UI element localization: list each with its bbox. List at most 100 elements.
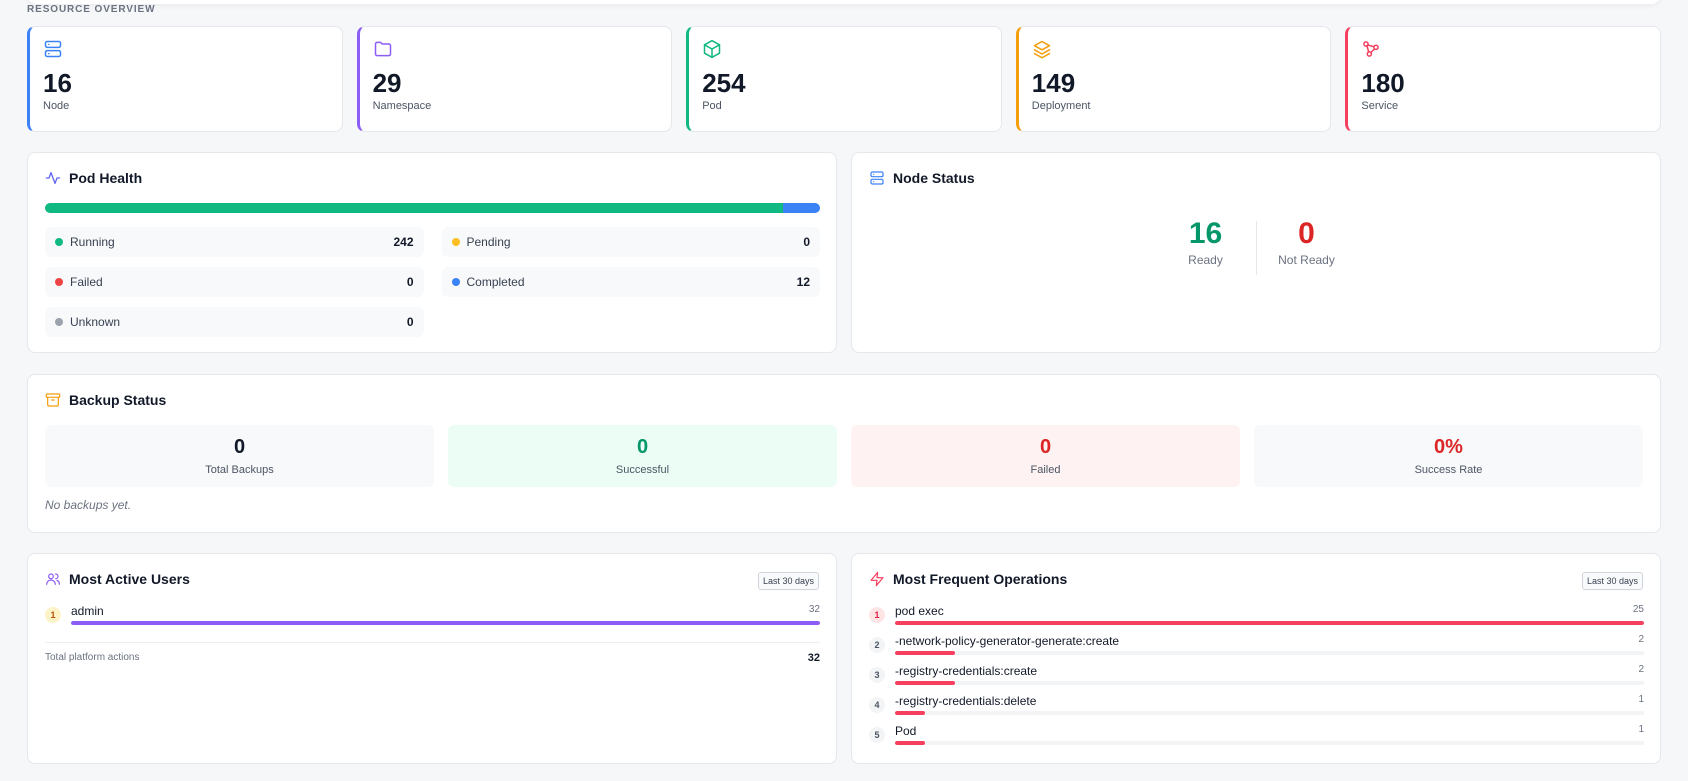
node-not-ready-label: Not Ready <box>1278 253 1335 267</box>
backup-stat-label: Successful <box>615 464 670 476</box>
total-platform-actions: Total platform actions 32 <box>45 652 820 664</box>
status-dot <box>55 278 63 286</box>
backup-stat-label: Failed <box>1030 464 1061 476</box>
status-dot <box>451 278 460 286</box>
status-label: Unknown <box>70 315 121 329</box>
active-users-list: 1 admin 32 <box>45 604 820 634</box>
list-item[interactable]: 5 Pod 1 <box>869 724 1644 754</box>
rank-bar-track <box>895 741 1644 745</box>
backup-status-title: Backup Status <box>45 392 166 408</box>
rank-bar-track <box>895 711 1644 715</box>
resource-card-node[interactable]: 16 Node <box>27 26 343 132</box>
rank-number: 2 <box>869 637 885 653</box>
operation-name: pod exec <box>895 604 944 618</box>
status-label: Completed <box>466 275 525 289</box>
range-badge[interactable]: Last 30 days <box>1581 572 1643 590</box>
section-label: RESOURCE OVERVIEW <box>27 4 156 15</box>
node-not-ready: 0 Not Ready <box>1257 217 1357 275</box>
resource-label: Service <box>1361 100 1399 112</box>
most-active-users-title-text: Most Active Users <box>69 571 190 587</box>
resource-count: 180 <box>1361 68 1405 98</box>
rank-bar-fill <box>71 621 820 625</box>
cube-icon <box>703 39 721 59</box>
backup-status-card: Backup Status 0 Total Backups 0 Successf… <box>27 374 1661 533</box>
rank-bar-fill <box>895 621 1644 625</box>
status-item-running: Running 242 <box>45 227 424 257</box>
most-frequent-operations-title-text: Most Frequent Operations <box>893 571 1068 587</box>
rank-number: 4 <box>869 697 885 713</box>
rank-bar-track <box>895 621 1644 625</box>
resource-label: Pod <box>702 100 722 112</box>
node-divider <box>1255 221 1257 275</box>
pod-health-card: Pod Health Running 242 Pending 0 Failed … <box>27 152 837 353</box>
rank-bar-fill <box>895 681 955 685</box>
pod-health-title-text: Pod Health <box>69 170 143 186</box>
user-name: admin <box>71 604 104 618</box>
status-dot <box>55 238 63 246</box>
server-icon <box>870 171 884 185</box>
status-value: 0 <box>406 315 414 329</box>
backup-stat-label: Total Backups <box>205 464 274 476</box>
status-label: Running <box>70 235 115 249</box>
operation-count: 25 <box>1632 604 1644 615</box>
most-active-users-title: Most Active Users <box>45 571 190 587</box>
resource-count: 29 <box>372 68 402 98</box>
status-item-completed: Completed 12 <box>441 267 820 297</box>
lightning-icon <box>870 571 884 587</box>
resource-card-deployment[interactable]: 149 Deployment <box>1015 26 1332 132</box>
backup-stat-value: 0 <box>233 436 246 458</box>
rank-bar-fill <box>895 651 955 655</box>
rank-number: 1 <box>45 607 61 623</box>
range-badge[interactable]: Last 30 days <box>757 572 819 590</box>
server-icon <box>44 40 62 58</box>
operation-name: -network-policy-generator-generate:creat… <box>895 634 1120 648</box>
list-item[interactable]: 1 pod exec 25 <box>869 604 1644 634</box>
resource-count: 254 <box>702 68 746 98</box>
node-ready: 16 Ready <box>1156 217 1256 275</box>
resource-count: 16 <box>43 68 72 98</box>
status-value: 0 <box>803 235 810 249</box>
operation-count: 1 <box>1638 724 1644 735</box>
status-dot <box>451 238 460 246</box>
resource-label: Namespace <box>372 100 432 112</box>
rank-number: 3 <box>869 667 885 683</box>
backup-stat-value: 0% <box>1434 436 1463 458</box>
rank-number: 1 <box>869 607 885 623</box>
node-not-ready-value: 0 <box>1298 217 1315 250</box>
total-value: 32 <box>807 652 820 664</box>
status-label: Failed <box>70 275 103 289</box>
rank-bar-fill <box>895 741 925 745</box>
resource-label: Node <box>43 100 70 112</box>
resource-card-pod[interactable]: 254 Pod <box>686 26 1002 132</box>
layers-icon <box>1033 40 1051 59</box>
pod-health-bar <box>45 203 820 213</box>
operation-count: 2 <box>1638 664 1644 675</box>
rank-bar-fill <box>895 711 925 715</box>
status-item-failed: Failed 0 <box>45 267 424 297</box>
operation-name: -registry-credentials:delete <box>895 694 1037 708</box>
node-ready-label: Ready <box>1188 253 1223 267</box>
status-value: 0 <box>406 275 414 289</box>
status-dot <box>55 318 63 326</box>
operation-count: 1 <box>1638 694 1644 705</box>
list-item[interactable]: 2 -network-policy-generator-generate:cre… <box>869 634 1644 664</box>
node-counts: 16 Ready 0 Not Ready <box>852 217 1660 275</box>
list-item[interactable]: 1 admin 32 <box>45 604 820 634</box>
rank-bar-track <box>895 681 1644 685</box>
node-status-title-text: Node Status <box>893 170 975 186</box>
pod-health-title: Pod Health <box>45 170 142 186</box>
backup-stat-value: 0 <box>636 436 649 458</box>
node-ready-value: 16 <box>1188 217 1223 250</box>
list-item[interactable]: 3 -registry-credentials:create 2 <box>869 664 1644 694</box>
node-status-title: Node Status <box>869 170 975 186</box>
backup-stat-successful: 0 Successful <box>448 425 837 487</box>
divider <box>45 642 820 643</box>
rank-bar-track <box>895 651 1644 655</box>
user-count: 32 <box>808 604 820 615</box>
list-item[interactable]: 4 -registry-credentials:delete 1 <box>869 694 1644 724</box>
health-bar-segment <box>45 203 784 213</box>
resource-card-service[interactable]: 180 Service <box>1345 26 1661 132</box>
rank-bar-track <box>71 621 820 625</box>
pod-status-grid: Running 242 Pending 0 Failed 0 Completed… <box>45 227 820 337</box>
resource-card-namespace[interactable]: 29 Namespace <box>356 26 673 132</box>
